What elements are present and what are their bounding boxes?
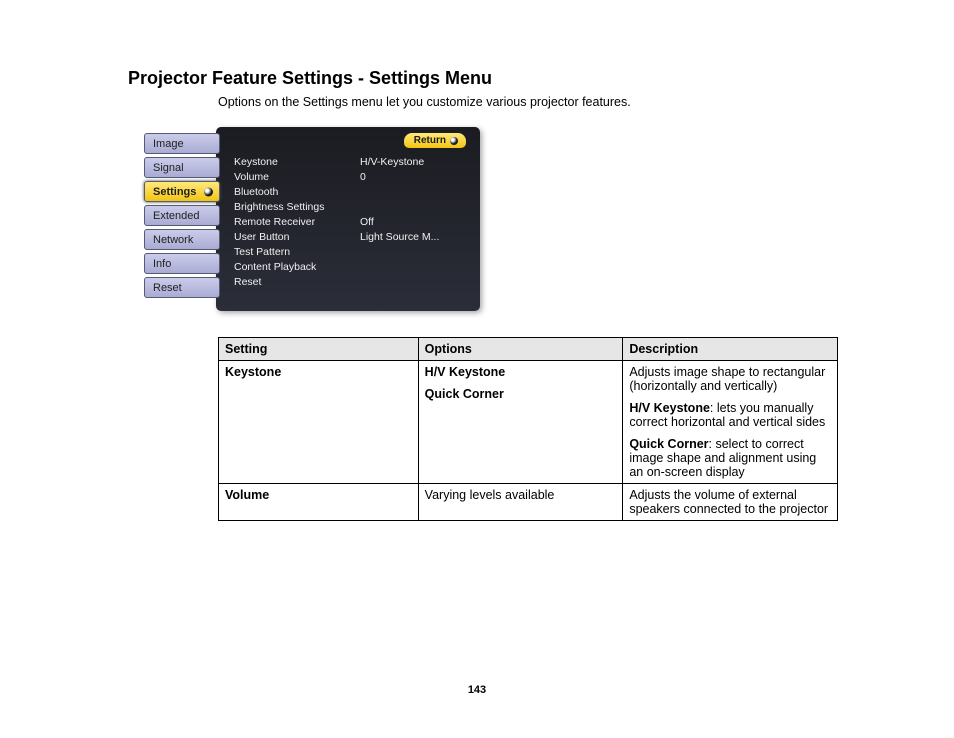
cell-description: Adjusts image shape to rectangular (hori… [623,361,838,484]
return-button[interactable]: Return [404,133,466,148]
osd-item-value [360,275,470,290]
osd-item-value [360,245,470,260]
osd-item[interactable]: Remote ReceiverOff [234,215,470,230]
th-setting: Setting [219,338,419,361]
osd-item-value: Light Source M... [360,230,470,245]
osd-item-value [360,185,470,200]
osd-item-value: Off [360,215,470,230]
osd-item[interactable]: Content Playback [234,260,470,275]
sidebar-item-image[interactable]: Image [144,133,220,154]
sidebar-item-settings[interactable]: Settings [144,181,220,202]
page-number: 143 [0,684,954,696]
osd-item-label: Keystone [234,155,360,170]
cell-options: H/V KeystoneQuick Corner [418,361,623,484]
enter-icon [450,137,458,145]
cell-options: Varying levels available [418,484,623,521]
osd-item-value [360,260,470,275]
sidebar-item-extended[interactable]: Extended [144,205,220,226]
osd-item[interactable]: Bluetooth [234,185,470,200]
intro-text: Options on the Settings menu let you cus… [218,95,844,109]
osd-item-label: Volume [234,170,360,185]
osd-item-label: User Button [234,230,360,245]
osd-item-label: Remote Receiver [234,215,360,230]
return-label: Return [414,135,446,146]
osd-item[interactable]: Test Pattern [234,245,470,260]
page-title: Projector Feature Settings - Settings Me… [128,68,844,89]
osd-screenshot: ImageSignalSettingsExtendedNetworkInfoRe… [144,127,844,311]
osd-item-label: Test Pattern [234,245,360,260]
osd-item-label: Reset [234,275,360,290]
osd-item[interactable]: KeystoneH/V-Keystone [234,155,470,170]
table-row: KeystoneH/V KeystoneQuick CornerAdjusts … [219,361,838,484]
osd-item[interactable]: Reset [234,275,470,290]
cell-description: Adjusts the volume of external speakers … [623,484,838,521]
osd-item-value: H/V-Keystone [360,155,470,170]
cell-setting: Keystone [219,361,419,484]
table-header-row: Setting Options Description [219,338,838,361]
table-row: VolumeVarying levels availableAdjusts th… [219,484,838,521]
sidebar-item-info[interactable]: Info [144,253,220,274]
sidebar-item-reset[interactable]: Reset [144,277,220,298]
osd-item-label: Brightness Settings [234,200,360,215]
osd-item[interactable]: Volume0 [234,170,470,185]
sidebar-item-signal[interactable]: Signal [144,157,220,178]
osd-item-label: Content Playback [234,260,360,275]
osd-panel: Return KeystoneH/V-KeystoneVolume0Blueto… [216,127,480,311]
osd-sidebar: Image Signal Settings Extended Network Info Re… [144,127,220,298]
osd-item-label: Bluetooth [234,185,360,200]
osd-panel-list: KeystoneH/V-KeystoneVolume0BluetoothBrig… [234,155,470,290]
osd-item-value [360,200,470,215]
settings-table: Setting Options Description KeystoneH/V … [218,337,838,521]
osd-item-value: 0 [360,170,470,185]
osd-item[interactable]: User ButtonLight Source M... [234,230,470,245]
th-description: Description [623,338,838,361]
th-options: Options [418,338,623,361]
osd-item[interactable]: Brightness Settings [234,200,470,215]
sidebar-item-network[interactable]: Network [144,229,220,250]
cell-setting: Volume [219,484,419,521]
